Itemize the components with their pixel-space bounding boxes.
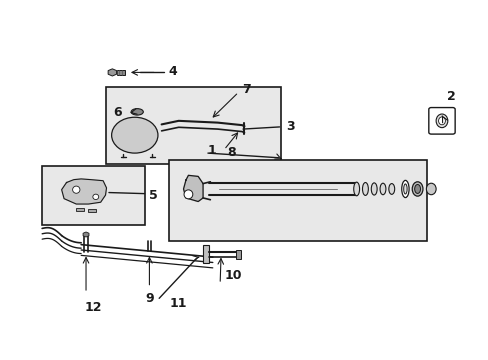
FancyBboxPatch shape	[428, 108, 454, 134]
Text: 7: 7	[242, 83, 250, 96]
Text: 11: 11	[169, 297, 187, 310]
Text: 5: 5	[149, 189, 158, 202]
Text: 6: 6	[113, 107, 121, 120]
Bar	[105, 87, 281, 164]
Ellipse shape	[353, 182, 359, 196]
Text: 8: 8	[227, 145, 236, 158]
Ellipse shape	[401, 180, 408, 198]
Ellipse shape	[183, 190, 192, 199]
Ellipse shape	[73, 186, 80, 193]
Ellipse shape	[370, 183, 376, 195]
Ellipse shape	[403, 184, 407, 194]
Ellipse shape	[93, 194, 99, 199]
Ellipse shape	[426, 183, 435, 195]
Ellipse shape	[435, 114, 447, 128]
Text: 12: 12	[84, 301, 102, 314]
Ellipse shape	[388, 184, 394, 194]
Ellipse shape	[131, 109, 143, 115]
Ellipse shape	[111, 117, 158, 153]
Ellipse shape	[379, 183, 385, 195]
Text: 1: 1	[207, 144, 216, 157]
Bar	[42, 166, 144, 225]
Ellipse shape	[414, 184, 420, 193]
Text: 2: 2	[446, 90, 455, 103]
Text: 3: 3	[285, 121, 294, 134]
Bar	[117, 69, 124, 75]
Ellipse shape	[411, 182, 422, 196]
Ellipse shape	[362, 183, 367, 195]
Bar	[76, 208, 84, 211]
Bar	[168, 160, 427, 241]
Polygon shape	[183, 175, 203, 202]
Bar	[203, 245, 208, 263]
Polygon shape	[61, 179, 106, 204]
Text: 10: 10	[224, 269, 242, 282]
Text: 4: 4	[168, 65, 177, 78]
Text: 9: 9	[145, 292, 154, 305]
Bar	[88, 209, 96, 212]
Ellipse shape	[438, 117, 445, 125]
Bar	[235, 250, 240, 259]
